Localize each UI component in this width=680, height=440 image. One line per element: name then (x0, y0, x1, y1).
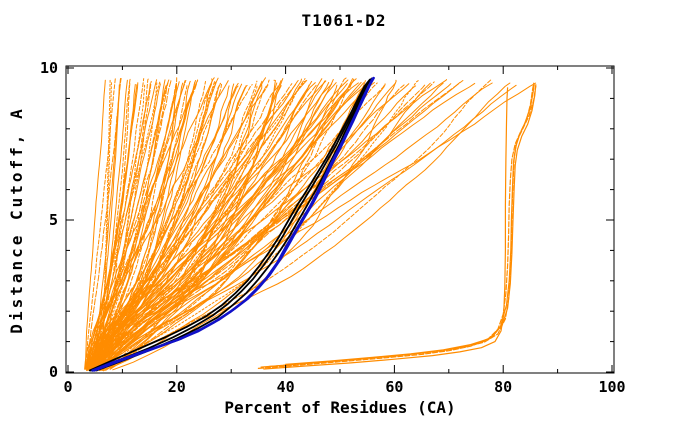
black-reference-curves (88, 77, 373, 372)
blue-reference-curves (91, 76, 375, 372)
x-axis-label: Percent of Residues (CA) (224, 398, 455, 417)
svg-text:5: 5 (49, 211, 58, 229)
svg-text:0: 0 (63, 378, 72, 396)
outlier-model-curves (257, 82, 537, 370)
y-tick-labels: 0 5 10 (40, 59, 58, 381)
orange-model-curves (84, 77, 537, 372)
x-tick-labels: 0 20 40 60 80 100 (63, 378, 625, 396)
svg-text:100: 100 (598, 378, 625, 396)
svg-text:60: 60 (385, 378, 403, 396)
svg-text:80: 80 (494, 378, 512, 396)
y-axis-label: Distance Cutoff, A (7, 106, 26, 333)
svg-text:0: 0 (49, 363, 58, 381)
axis-ticks (66, 66, 614, 373)
svg-text:40: 40 (277, 378, 295, 396)
svg-text:20: 20 (168, 378, 186, 396)
chart-title: T1061-D2 (301, 11, 386, 30)
svg-text:10: 10 (40, 59, 58, 77)
